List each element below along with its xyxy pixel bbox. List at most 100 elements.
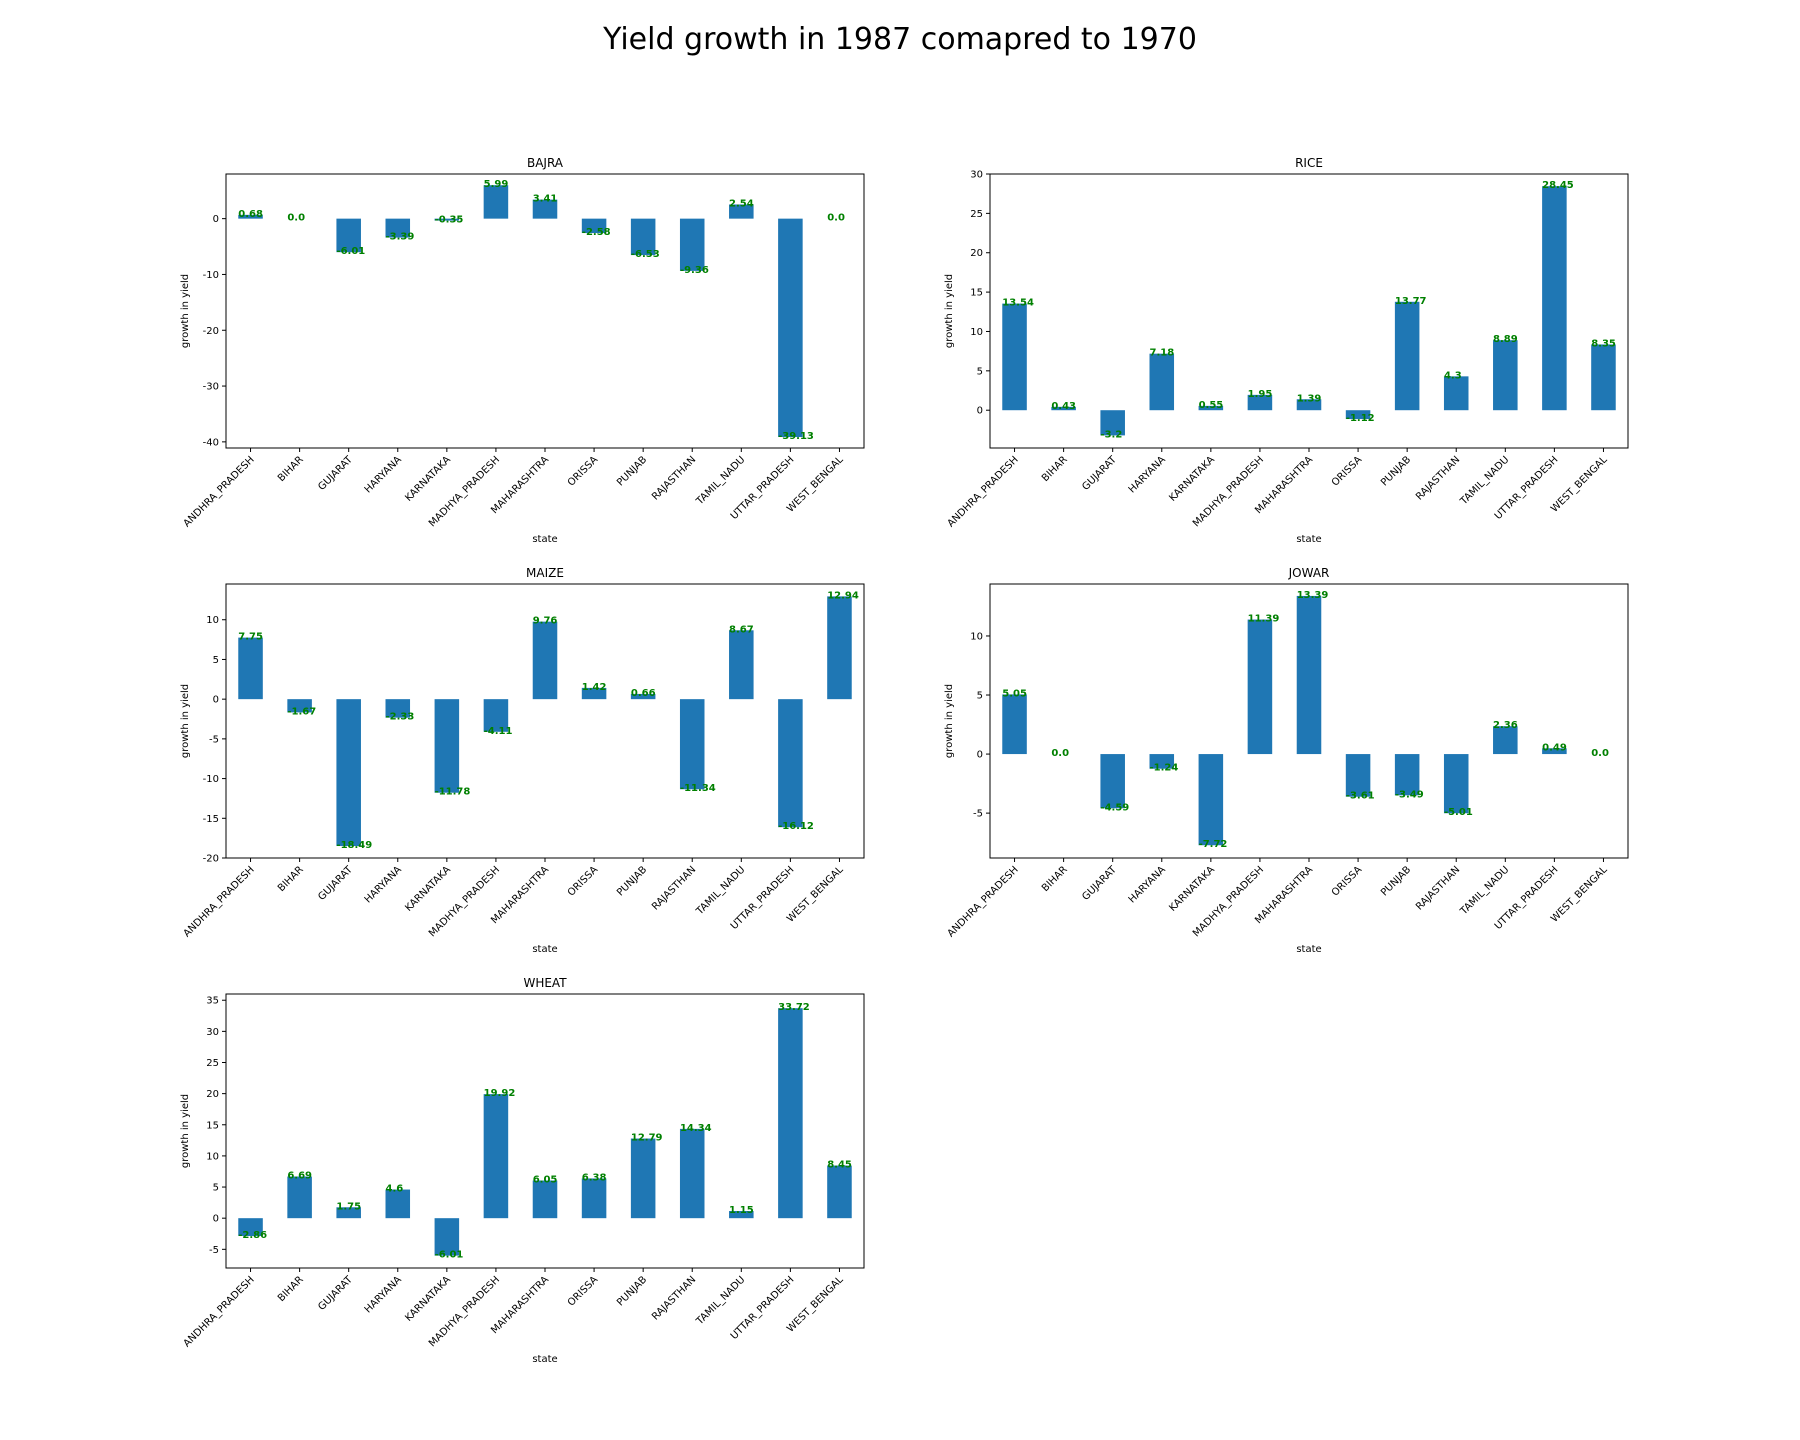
y-tick-label: 0 bbox=[213, 695, 219, 706]
x-tick-label-haryana: HARYANA bbox=[363, 864, 404, 905]
bar-punjab bbox=[630, 693, 656, 700]
x-tick-label-bihar: BIHAR bbox=[276, 454, 306, 484]
x-tick-label-karnataka: KARNATAKA bbox=[403, 1274, 453, 1324]
value-label-gujarat: 1.75 bbox=[336, 1201, 361, 1212]
bar-karnataka bbox=[434, 1218, 460, 1256]
x-tick-label-bihar: BIHAR bbox=[276, 1274, 306, 1304]
y-tick-label: 30 bbox=[970, 170, 983, 181]
chart-panel-jowar: JOWAR 5.05 0.0 -4.59 -1.24 -7.72 11.39 13.39 -3.… bbox=[944, 566, 1629, 955]
value-label-punjab: -3.49 bbox=[1395, 789, 1424, 800]
x-tick-label-haryana: HARYANA bbox=[1127, 454, 1168, 495]
y-tick-label: 5 bbox=[213, 1183, 219, 1194]
x-tick-label-punjab: PUNJAB bbox=[615, 864, 649, 898]
bar-madhya-pradesh bbox=[1247, 394, 1273, 411]
value-label-west-bengal: 8.35 bbox=[1591, 338, 1616, 349]
y-tick-label: 15 bbox=[970, 288, 983, 299]
value-label-tamil-nadu: 2.36 bbox=[1493, 720, 1518, 731]
x-axis-label: state bbox=[532, 534, 557, 545]
bar-gujarat bbox=[336, 699, 361, 847]
value-label-uttar-pradesh: -16.12 bbox=[778, 821, 814, 832]
value-label-rajasthan: -9.36 bbox=[680, 265, 709, 276]
x-tick-label-tamil-nadu: TAMIL_NADU bbox=[694, 454, 748, 508]
bar-uttar-pradesh bbox=[778, 699, 803, 828]
value-label-tamil-nadu: 8.67 bbox=[729, 624, 754, 635]
bar-karnataka bbox=[434, 218, 460, 221]
x-tick-label-punjab: PUNJAB bbox=[1379, 864, 1413, 898]
value-label-haryana: 7.18 bbox=[1150, 348, 1175, 359]
y-tick-label: -30 bbox=[203, 382, 219, 393]
value-label-karnataka: -7.72 bbox=[1199, 839, 1228, 850]
y-tick-label: 10 bbox=[206, 615, 219, 626]
bar-karnataka bbox=[434, 699, 460, 793]
value-label-rajasthan: 14.34 bbox=[680, 1123, 712, 1134]
value-label-tamil-nadu: 1.15 bbox=[729, 1205, 754, 1216]
value-label-gujarat: -3.2 bbox=[1100, 429, 1122, 440]
x-tick-label-tamil-nadu: TAMIL_NADU bbox=[1458, 454, 1512, 508]
value-label-gujarat: -4.59 bbox=[1100, 802, 1129, 813]
y-tick-label: 15 bbox=[206, 1120, 219, 1131]
bar-uttar-pradesh bbox=[778, 218, 803, 438]
chart-title: MAIZE bbox=[526, 566, 564, 580]
x-tick-label-tamil-nadu: TAMIL_NADU bbox=[694, 1274, 748, 1328]
value-label-maharashtra: 1.39 bbox=[1297, 393, 1322, 404]
chart-title: JOWAR bbox=[1288, 566, 1330, 580]
value-label-bihar: 6.69 bbox=[287, 1171, 312, 1182]
chart-title: BAJRA bbox=[527, 156, 564, 170]
bar-uttar-pradesh bbox=[778, 1008, 803, 1219]
bar-karnataka bbox=[1198, 405, 1224, 411]
value-label-gujarat: -6.01 bbox=[336, 246, 365, 257]
x-tick-label-rajasthan: RAJASTHAN bbox=[650, 864, 698, 912]
x-tick-label-karnataka: KARNATAKA bbox=[403, 864, 453, 914]
value-label-orissa: 6.38 bbox=[582, 1172, 607, 1183]
y-axis-label: growth in yield bbox=[180, 1094, 191, 1168]
y-tick-label: 5 bbox=[213, 655, 219, 666]
bar-orissa bbox=[1345, 754, 1371, 797]
x-tick-label-haryana: HARYANA bbox=[1127, 864, 1168, 905]
value-label-rajasthan: -5.01 bbox=[1444, 807, 1473, 818]
y-tick-label: 25 bbox=[206, 1058, 219, 1069]
value-label-madhya-pradesh: -4.11 bbox=[484, 726, 513, 737]
x-tick-label-gujarat: GUJARAT bbox=[316, 1274, 355, 1313]
bar-andhra-pradesh bbox=[238, 1218, 263, 1236]
value-label-bihar: 0.0 bbox=[287, 213, 305, 224]
x-tick-label-karnataka: KARNATAKA bbox=[403, 454, 453, 504]
x-tick-label-karnataka: KARNATAKA bbox=[1167, 454, 1217, 504]
value-label-haryana: -3.39 bbox=[386, 232, 415, 243]
y-tick-label: -5 bbox=[973, 809, 983, 820]
y-tick-label: -15 bbox=[203, 814, 219, 825]
bar-orissa bbox=[1345, 410, 1371, 420]
value-label-haryana: -2.33 bbox=[386, 712, 415, 723]
bar-punjab bbox=[1394, 301, 1420, 411]
x-tick-label-rajasthan: RAJASTHAN bbox=[650, 1274, 698, 1322]
bar-maharashtra bbox=[532, 621, 558, 700]
bar-west-bengal bbox=[1591, 344, 1616, 411]
bar-tamil-nadu bbox=[1493, 726, 1518, 755]
value-label-uttar-pradesh: 33.72 bbox=[778, 1002, 810, 1013]
bar-maharashtra bbox=[532, 1180, 558, 1219]
value-label-gujarat: -18.49 bbox=[336, 840, 372, 851]
y-axis-label: growth in yield bbox=[944, 684, 955, 758]
x-tick-label-rajasthan: RAJASTHAN bbox=[1414, 454, 1462, 502]
chart-title: WHEAT bbox=[523, 976, 567, 990]
bar-madhya-pradesh bbox=[1247, 619, 1273, 755]
x-tick-label-andhra-pradesh: ANDHRA_PRADESH bbox=[182, 1274, 257, 1349]
value-label-andhra-pradesh: 5.05 bbox=[1002, 688, 1027, 699]
bar-rajasthan bbox=[1443, 754, 1469, 814]
value-label-west-bengal: 0.0 bbox=[827, 213, 845, 224]
value-label-rajasthan: -11.34 bbox=[680, 783, 716, 794]
bar-uttar-pradesh bbox=[1542, 186, 1567, 411]
x-tick-label-rajasthan: RAJASTHAN bbox=[1414, 864, 1462, 912]
value-label-maharashtra: 13.39 bbox=[1297, 590, 1329, 601]
bar-orissa bbox=[581, 687, 607, 700]
bar-west-bengal bbox=[827, 1165, 852, 1219]
y-tick-label: 5 bbox=[977, 366, 983, 377]
value-label-rajasthan: 4.3 bbox=[1444, 370, 1462, 381]
bar-haryana bbox=[385, 218, 411, 238]
value-label-maharashtra: 9.76 bbox=[533, 616, 558, 627]
bar-andhra-pradesh bbox=[238, 637, 263, 700]
x-tick-label-orissa: ORISSA bbox=[566, 864, 600, 898]
x-tick-label-orissa: ORISSA bbox=[1330, 864, 1364, 898]
value-label-west-bengal: 12.94 bbox=[827, 590, 859, 601]
bar-punjab bbox=[630, 218, 656, 256]
